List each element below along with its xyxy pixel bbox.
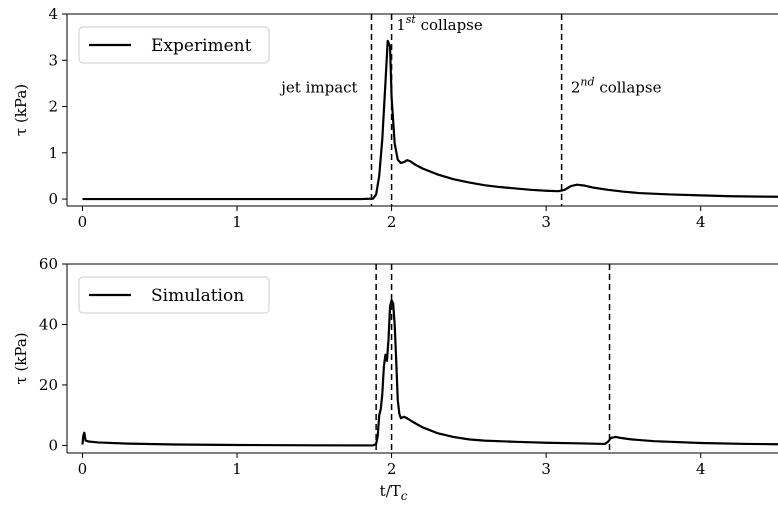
series-line-experiment — [82, 39, 778, 201]
y-tick-label: 20 — [39, 376, 58, 394]
x-tick-label: 3 — [541, 213, 551, 231]
x-tick-label: 1 — [232, 213, 242, 231]
x-axis-label: t/Tc — [380, 482, 408, 503]
x-tick-label: 2 — [387, 213, 397, 231]
x-tick-label: 0 — [78, 460, 88, 478]
y-tick-label: 40 — [39, 315, 58, 333]
x-tick-label: 4 — [696, 213, 706, 231]
y-axis-label: τ (kPa) — [12, 84, 30, 136]
y-tick-label: 4 — [48, 5, 58, 23]
legend-label: Simulation — [151, 286, 244, 306]
x-tick-label: 3 — [541, 460, 551, 478]
y-tick-label: 0 — [48, 190, 58, 208]
x-tick-label: 0 — [78, 213, 88, 231]
x-tick-label: 2 — [387, 460, 397, 478]
legend-box — [78, 276, 270, 314]
legend-label: Experiment — [151, 36, 252, 56]
y-tick-label: 3 — [48, 51, 58, 69]
series-line-simulation — [81, 299, 778, 447]
x-tick-label: 4 — [696, 460, 706, 478]
x-tick-label: 1 — [232, 460, 242, 478]
y-tick-label: 60 — [39, 255, 58, 273]
y-tick-label: 2 — [48, 98, 58, 116]
annotation: jet impact — [279, 79, 357, 97]
y-tick-label: 0 — [48, 436, 58, 454]
annotation: 1st collapse — [396, 13, 483, 34]
panel-top: 0 1 2 3 4 0 1 2 3 4 Experiment τ (kPa) 1st collapse j… — [12, 5, 778, 231]
legend-box — [78, 26, 270, 64]
annotation: 2nd collapse — [571, 76, 662, 97]
y-axis-label: τ (kPa) — [12, 332, 30, 384]
y-tick-label: 1 — [48, 144, 58, 162]
